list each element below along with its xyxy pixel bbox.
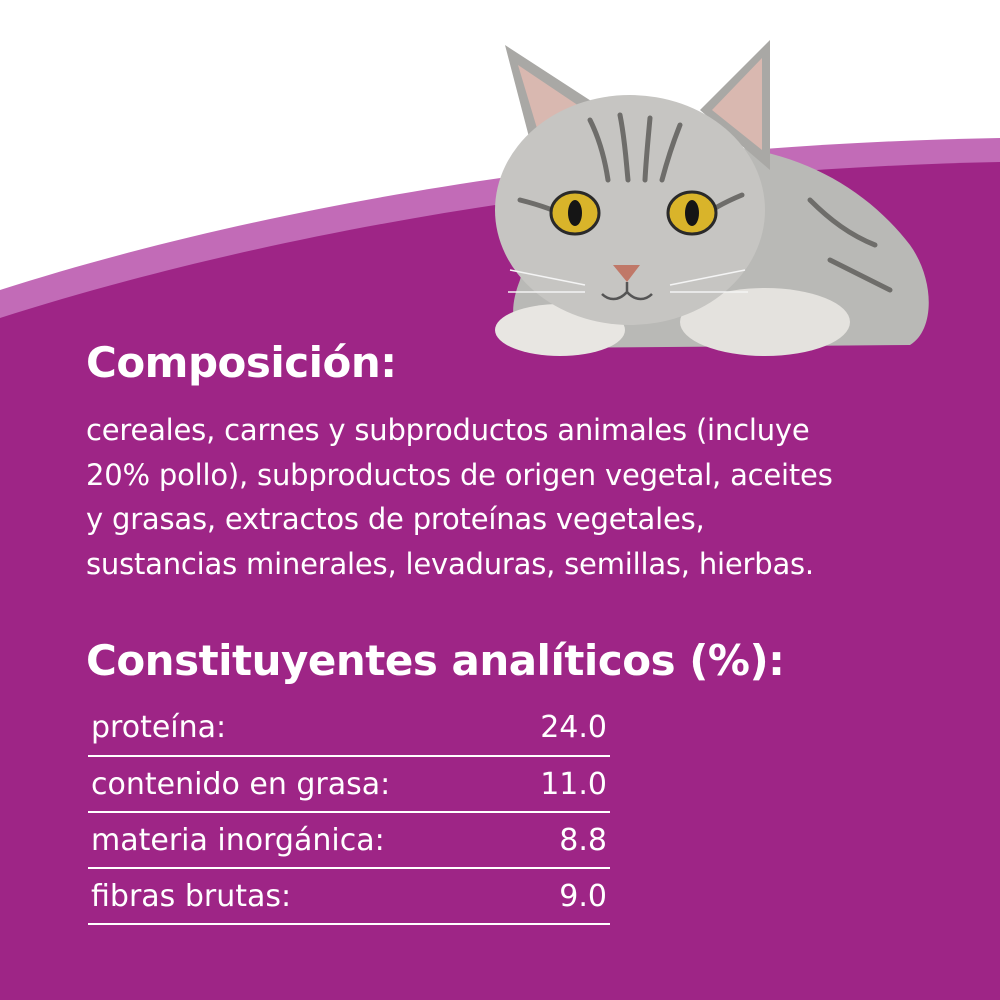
row-value: 8.8 [559,822,607,858]
cat-head [495,95,765,325]
cat-mouth [601,282,653,301]
table-row: fibras brutas: 9.0 [88,869,610,925]
cat-ear-left-inner [518,65,588,145]
composition-line: sustancias minerales, levaduras, semilla… [86,546,814,581]
analytical-title: Constituyentes analíticos (%): [86,636,785,685]
purple-panel [0,162,1000,1000]
cat-paw-right [680,288,850,356]
row-label: proteína: [91,710,227,745]
composition-line: cereales, carnes y subproductos animales… [86,413,810,447]
row-value: 11.0 [540,766,607,802]
cat-whiskers [508,269,748,293]
cat-stripes [517,112,893,293]
table-row: proteína: 24.0 [88,700,610,757]
analytical-table: proteína: 24.0 contenido en grasa: 11.0 … [88,700,610,925]
row-label: materia inorgánica: [91,822,385,858]
row-value: 9.0 [559,878,607,914]
cat-ear-right-inner [712,58,762,150]
row-value: 24.0 [540,710,607,745]
table-row: contenido en grasa: 11.0 [88,757,610,813]
row-label: fibras brutas: [91,878,292,914]
composition-line: y grasas, extractos de proteínas vegetal… [86,502,705,536]
row-label: contenido en grasa: [91,766,391,802]
cat-pupil-right [685,200,699,226]
cat-pupil-left [568,200,582,226]
composition-title: Composición: [86,338,397,387]
composition-text: cereales, carnes y subproductos animales… [86,408,916,586]
cat-image [495,40,929,356]
cat-nose [613,265,640,282]
composition-line: 20% pollo), subproductos de origen veget… [86,457,833,492]
table-row: materia inorgánica: 8.8 [88,813,610,869]
